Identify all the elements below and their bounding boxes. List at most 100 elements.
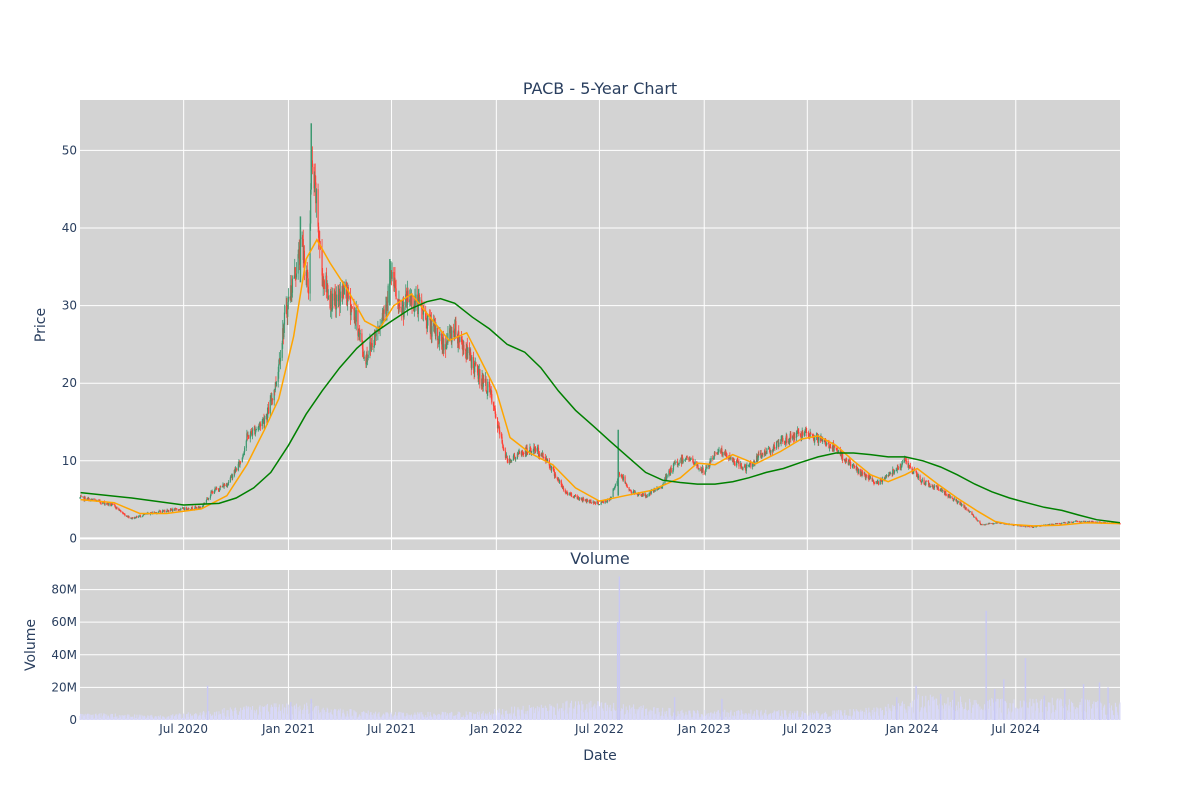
candle-body xyxy=(314,174,316,183)
candle-body xyxy=(486,390,488,394)
volume-spike xyxy=(985,610,987,720)
volume-bar xyxy=(878,715,880,720)
volume-bar xyxy=(875,711,877,720)
volume-bar xyxy=(421,715,423,720)
volume-bar xyxy=(845,717,847,720)
volume-bar xyxy=(347,716,349,720)
candle-body xyxy=(948,494,950,496)
volume-bar xyxy=(91,715,93,720)
candle-body xyxy=(812,436,815,440)
candle-body xyxy=(474,362,476,373)
volume-bar xyxy=(397,712,399,720)
volume-bar xyxy=(839,710,841,720)
candle-body xyxy=(993,523,995,525)
volume-bar xyxy=(227,714,229,720)
candle-body xyxy=(637,494,639,496)
candle-body xyxy=(331,310,333,312)
volume-bar xyxy=(155,716,157,720)
volume-bar xyxy=(856,710,858,720)
volume-bar xyxy=(299,705,301,720)
candle-body xyxy=(602,501,605,503)
candle-body xyxy=(242,455,244,458)
volume-bar xyxy=(359,714,361,720)
candle-body xyxy=(737,460,739,463)
volume-bar xyxy=(341,716,343,720)
candle-body xyxy=(786,435,788,443)
candle-body xyxy=(523,453,525,455)
price-plot-area[interactable] xyxy=(80,100,1120,550)
candle-body xyxy=(690,458,692,460)
candle-body xyxy=(1025,526,1027,528)
volume-bar xyxy=(609,704,611,720)
volume-bar xyxy=(282,715,284,720)
volume-bar xyxy=(545,707,547,720)
volume-bar xyxy=(728,712,730,720)
volume-bar xyxy=(720,716,722,720)
volume-bar xyxy=(968,711,970,720)
volume-bar xyxy=(842,716,844,720)
candle-body xyxy=(227,483,229,485)
volume-bar xyxy=(184,717,186,720)
volume-bar xyxy=(135,718,137,720)
price-tick-label: 10 xyxy=(62,454,77,468)
volume-bar xyxy=(900,706,902,720)
volume-bar xyxy=(716,716,718,720)
candle-body xyxy=(442,337,444,351)
candle-body xyxy=(426,316,429,329)
candle-body xyxy=(953,499,955,501)
volume-bar xyxy=(435,715,437,720)
volume-bar xyxy=(773,712,775,720)
candle-body xyxy=(853,464,855,467)
volume-bar xyxy=(321,709,323,720)
volume-bar xyxy=(620,711,622,720)
volume-bar xyxy=(891,711,893,720)
volume-bar xyxy=(614,710,616,720)
candle-body xyxy=(411,295,413,306)
volume-bar xyxy=(1076,713,1078,720)
candle-body xyxy=(246,433,248,441)
candle-body xyxy=(526,447,528,452)
volume-bar xyxy=(186,714,188,720)
candle-body xyxy=(553,468,555,472)
volume-plot-area[interactable] xyxy=(80,570,1120,720)
volume-bar xyxy=(549,704,551,720)
candle-body xyxy=(867,475,869,479)
ma-long-line xyxy=(80,297,1121,524)
volume-bar xyxy=(235,710,237,720)
candle-body xyxy=(295,273,298,278)
volume-bar xyxy=(740,709,742,720)
candle-body xyxy=(600,502,602,505)
candle-body xyxy=(746,464,748,467)
volume-bar xyxy=(724,717,726,720)
volume-bar xyxy=(343,712,345,720)
candle-body xyxy=(164,510,166,512)
volume-bar xyxy=(880,707,882,720)
volume-bar xyxy=(598,711,600,720)
volume-bar xyxy=(680,711,682,720)
price-candles xyxy=(79,123,1121,529)
volume-bar xyxy=(724,709,726,720)
candle-body xyxy=(398,300,401,308)
volume-bar xyxy=(279,710,281,720)
candle-body xyxy=(553,471,556,476)
volume-bar xyxy=(736,715,738,720)
candle-body xyxy=(323,280,325,290)
volume-bar xyxy=(1114,702,1116,720)
volume-bar xyxy=(1118,704,1120,720)
volume-bar xyxy=(346,711,348,720)
candle-body xyxy=(350,306,352,316)
volume-bar xyxy=(88,718,90,720)
candle-body xyxy=(778,442,780,447)
volume-bar xyxy=(559,708,561,720)
candle-body xyxy=(357,335,360,336)
candle-body xyxy=(258,423,261,426)
candle-body xyxy=(1068,521,1070,523)
candle-body xyxy=(319,246,321,249)
volume-bar xyxy=(107,716,109,720)
volume-bar xyxy=(563,711,565,720)
volume-bar xyxy=(578,703,580,720)
volume-bar xyxy=(187,712,189,720)
volume-bar xyxy=(925,712,927,720)
candle-body xyxy=(275,381,278,386)
candle-body xyxy=(476,364,479,373)
